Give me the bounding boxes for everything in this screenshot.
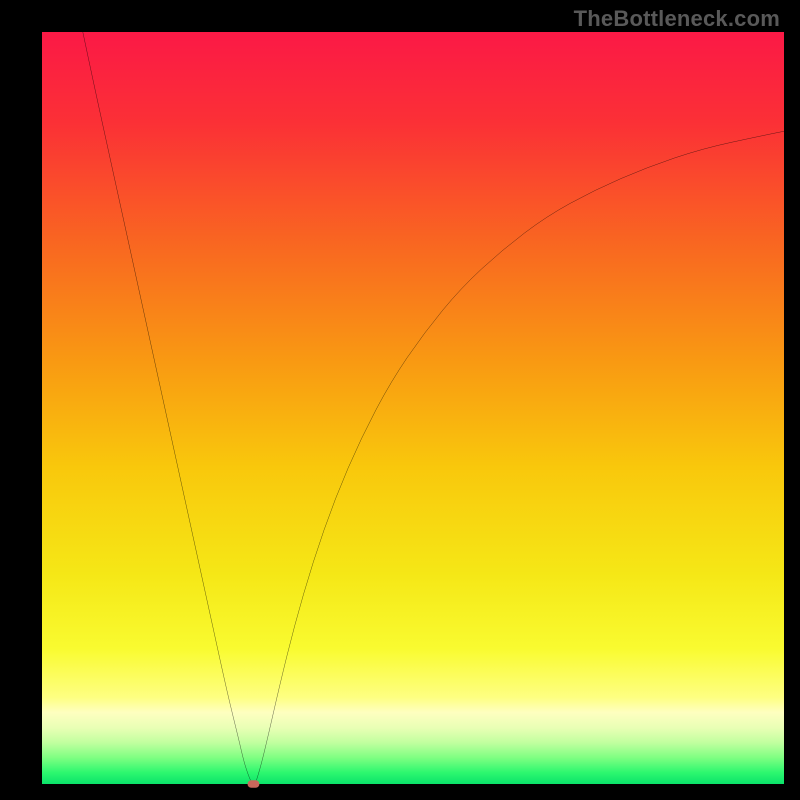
watermark-text: TheBottleneck.com xyxy=(574,6,780,32)
chart-frame: TheBottleneck.com xyxy=(0,0,800,800)
plot-area xyxy=(42,32,784,784)
minimum-marker-dot xyxy=(248,780,260,788)
minimum-marker xyxy=(42,32,784,784)
